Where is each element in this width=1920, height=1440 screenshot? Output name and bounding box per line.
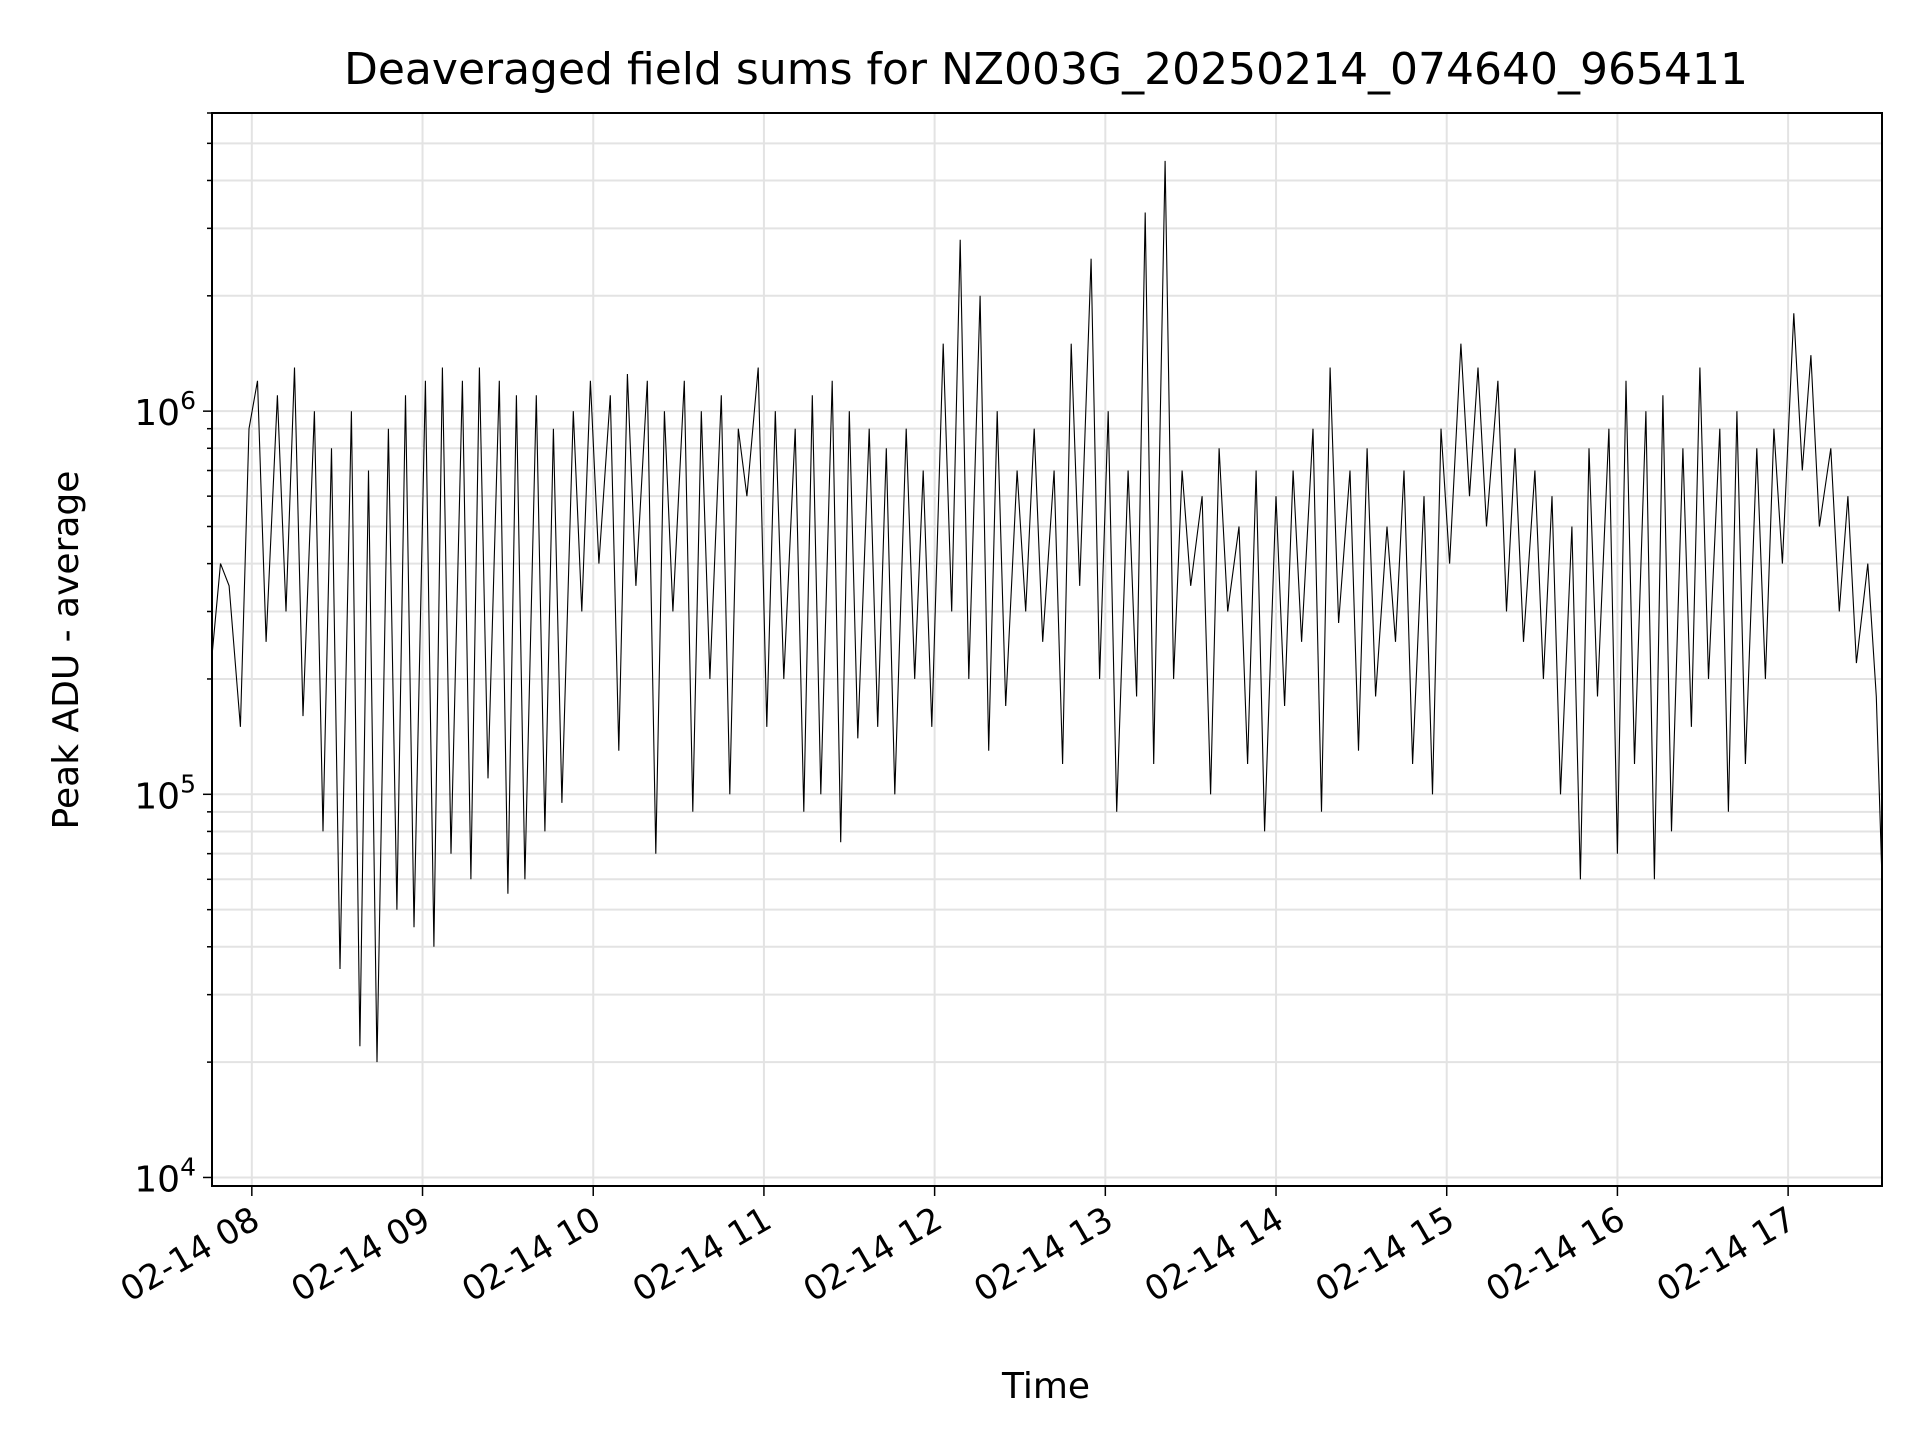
x-axis-label: Time <box>1001 1366 1090 1407</box>
grid <box>212 112 1882 1186</box>
y-tick-label: 105 <box>134 769 196 817</box>
plot-frame <box>211 112 1883 1187</box>
y-tick-label: 106 <box>134 386 196 434</box>
chart-title: Deaveraged field sums for NZ003G_2025021… <box>344 44 1748 95</box>
y-axis-label: Peak ADU - average <box>46 471 87 830</box>
y-axis: 104 105 106 <box>134 112 212 1200</box>
series-line <box>211 160 1883 1063</box>
y-tick-label: 104 <box>134 1152 196 1200</box>
